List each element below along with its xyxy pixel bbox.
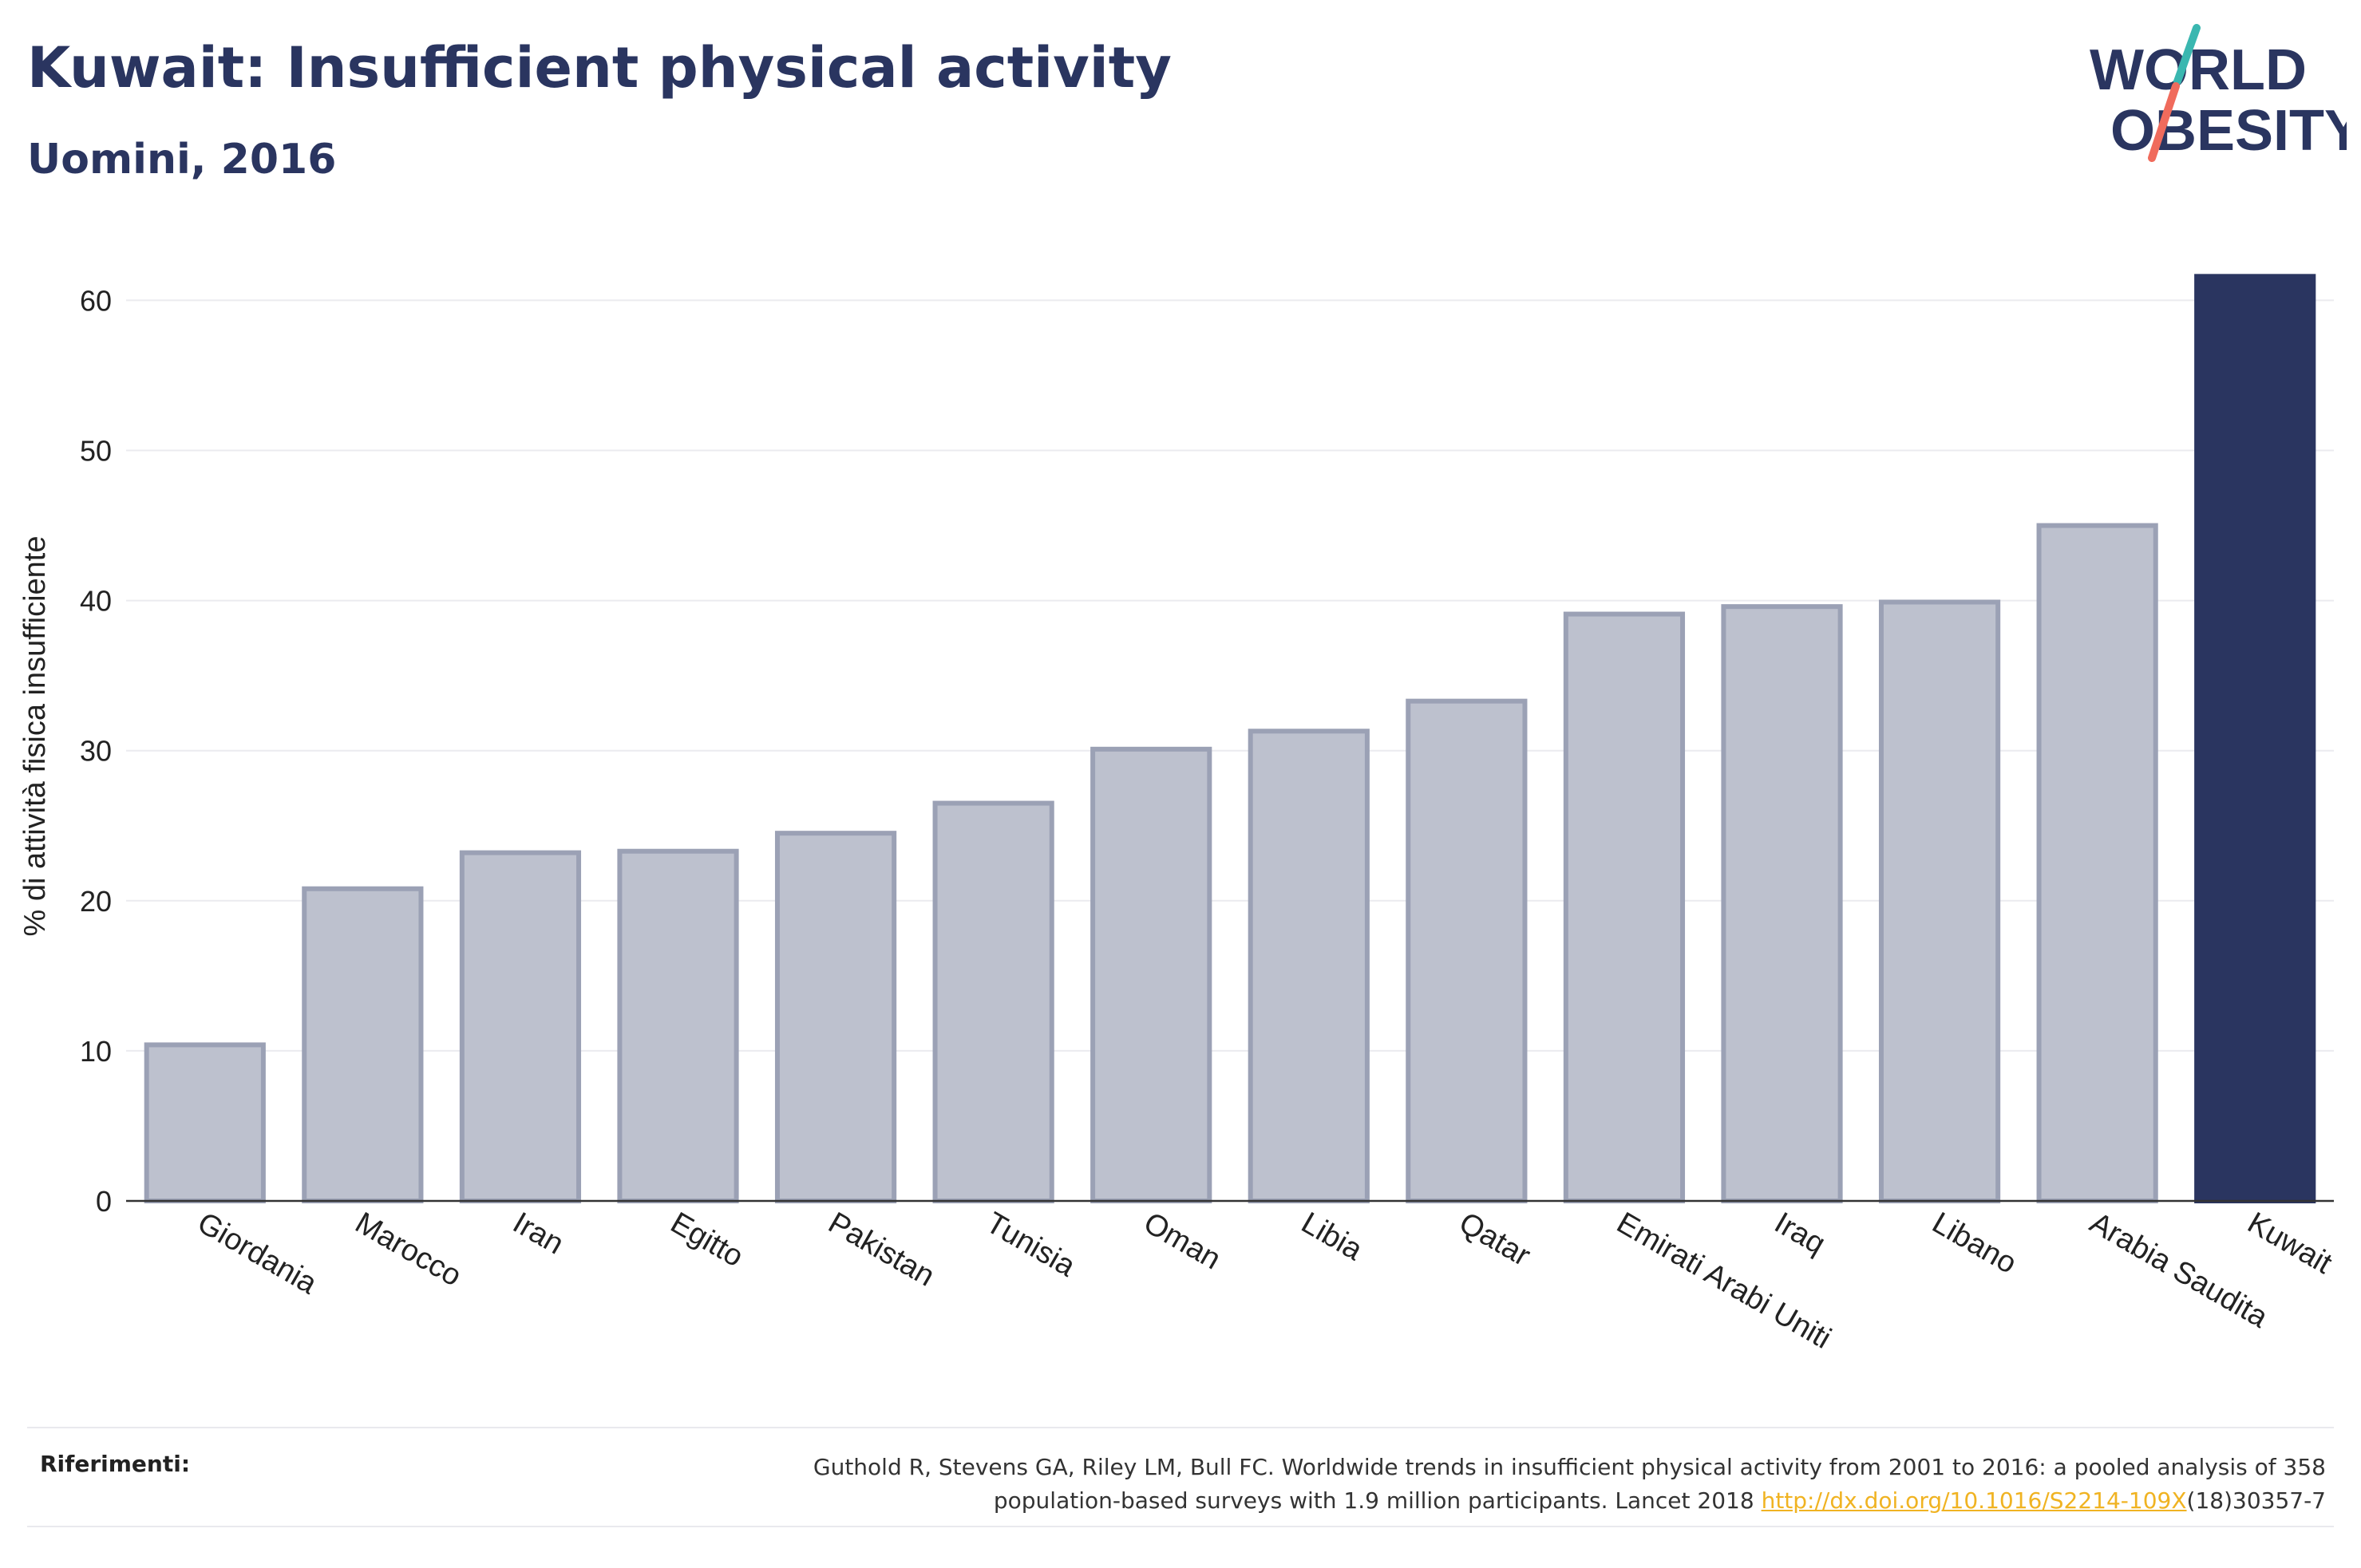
x-tick-label: Iran [507,1206,569,1261]
y-tick-label: 10 [80,1035,112,1068]
y-axis-ticks: 0 10 20 30 40 50 60 [80,284,112,1218]
bars [144,274,2316,1204]
bar-chart: 0 10 20 30 40 50 60 Giordania Marocco Iran Egitto… [18,274,2338,1356]
footer-divider-top [27,1427,2334,1428]
references-line1: Guthold R, Stevens GA, Riley LM, Bull FC… [813,1454,2326,1480]
bar-egitto[interactable] [617,848,739,1203]
references-doi-link[interactable]: http://dx.doi.org/10.1016/S2214-109X [1761,1487,2187,1514]
y-axis-title: % di attività fisica insufficiente [18,536,52,937]
y-tick-label: 0 [96,1185,112,1218]
bar-pakistan[interactable] [774,831,897,1203]
x-tick-label: Iraq [1769,1206,1831,1261]
logo-slash-bottom [2148,82,2180,162]
y-tick-label: 30 [80,735,112,768]
x-tick-label: Qatar [1453,1206,1536,1273]
chart-subtitle: Uomini, 2016 [27,136,337,184]
bar-emirati-arabi-uniti[interactable] [1563,611,1686,1203]
y-tick-label: 20 [80,885,112,918]
x-tick-label: Oman [1138,1206,1227,1276]
bar-iran[interactable] [459,850,582,1203]
world-obesity-logo: WORLD OBESITY [2090,24,2347,163]
bar-libia[interactable] [1248,729,1370,1203]
bar-iraq[interactable] [1721,604,1843,1203]
bar-kuwait[interactable] [2194,274,2316,1203]
x-tick-label: Arabia Saudita [2084,1206,2274,1334]
bar-giordania[interactable] [144,1042,266,1204]
gridlines [126,299,2334,1052]
bar-arabia-saudita[interactable] [2036,523,2158,1203]
references-text: Guthold R, Stevens GA, Riley LM, Bull FC… [490,1451,2326,1518]
bar-tunisia[interactable] [932,800,1054,1203]
logo-word-world: WORLD [2090,38,2307,102]
bar-oman[interactable] [1090,746,1212,1203]
logo-slash-top [2173,24,2201,85]
x-tick-label: Kuwait [2242,1206,2338,1281]
y-tick-label: 40 [80,585,112,618]
references-line2: population-based surveys with 1.9 millio… [993,1487,1762,1514]
x-tick-label: Libano [1927,1206,2023,1280]
x-tick-label: Pakistan [823,1206,940,1293]
y-tick-label: 60 [80,284,112,317]
x-tick-label: Libia [1295,1206,1368,1267]
x-tick-label: Egitto [665,1206,749,1274]
references-line2-end: (18)30357-7 [2186,1487,2326,1514]
x-tick-label: Marocco [350,1206,467,1293]
x-tick-label: Giordania [192,1206,322,1301]
bar-libano[interactable] [1878,599,2001,1203]
x-tick-label: Tunisia [980,1206,1082,1283]
bar-qatar[interactable] [1406,698,1528,1203]
bar-marocco[interactable] [302,886,424,1204]
chart-title: Kuwait: Insufficient physical activity [27,35,1172,101]
y-tick-label: 50 [80,435,112,468]
references-label: Riferimenti: [40,1451,191,1477]
x-axis-labels: Giordania Marocco Iran Egitto Pakistan Tunisi… [192,1206,2338,1355]
footer-divider-bottom [27,1526,2334,1527]
